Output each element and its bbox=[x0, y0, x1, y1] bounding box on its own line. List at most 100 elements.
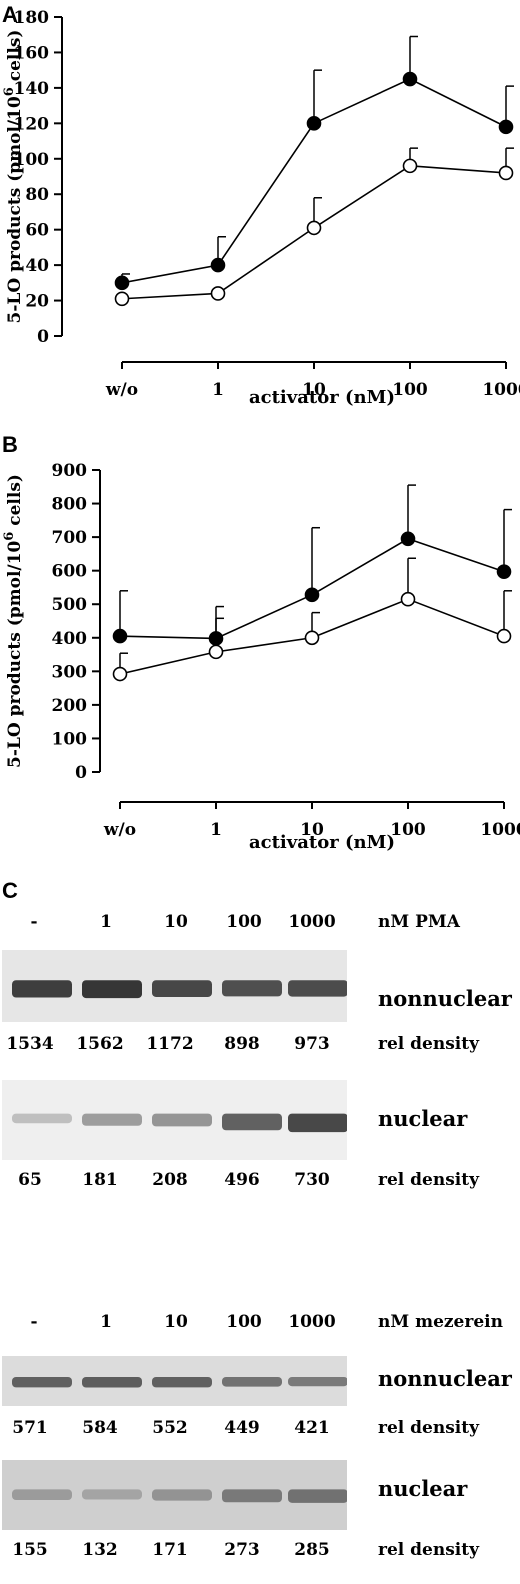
pma-nonnuclear-density-4: 973 bbox=[294, 1034, 330, 1054]
chart-a-x-label: activator (nM) bbox=[249, 387, 395, 408]
chart-a-x-tick-label-1: 1 bbox=[212, 380, 224, 400]
pma-nonnuclear-density-2: 1172 bbox=[146, 1034, 194, 1054]
panel-letter-c: C bbox=[2, 878, 18, 903]
mezerein-nonnuclear-density-3: 449 bbox=[224, 1418, 260, 1438]
chart-a-x-tick-label-4: 1000 bbox=[482, 380, 520, 400]
chart-a-series-filled-point-0 bbox=[114, 275, 130, 291]
mezerein-blot-0-band-1 bbox=[82, 1377, 142, 1388]
mezerein-blot-1-band-3 bbox=[222, 1489, 282, 1503]
pma-nuclear-blot bbox=[2, 1080, 347, 1160]
chart-a-series-filled-point-1 bbox=[210, 257, 226, 273]
mezerein-blot-0-band-3 bbox=[222, 1377, 282, 1387]
panel-letter-b: B bbox=[2, 432, 18, 457]
chart-a-y-tick-label-0: 0 bbox=[37, 327, 49, 347]
mezerein-nonnuclear-density-2: 552 bbox=[152, 1418, 188, 1438]
pma-blot-1-band-2 bbox=[152, 1113, 212, 1127]
pma-nuclear-density-3: 496 bbox=[224, 1170, 260, 1190]
chart-b-y-tick-label-0: 0 bbox=[75, 763, 87, 783]
pma-blot-1-band-3 bbox=[222, 1113, 282, 1131]
chart-a-series-open-point-3 bbox=[402, 158, 418, 174]
chart-a-y-tick-label-7: 140 bbox=[14, 79, 50, 99]
mezerein-blot-0-band-4 bbox=[288, 1377, 347, 1387]
chart-b-x-tick-label-2: 10 bbox=[300, 820, 324, 840]
mezerein-blot-0-band-0 bbox=[12, 1377, 72, 1388]
chart-b-series-open-point-0 bbox=[112, 666, 128, 682]
chart-b-x-label: activator (nM) bbox=[249, 832, 395, 853]
mezerein-nonnuclear-density-0: 571 bbox=[12, 1418, 48, 1438]
chart-b-series-filled-point-3 bbox=[400, 531, 416, 547]
mezerein-nuclear-density-0: 155 bbox=[12, 1540, 48, 1560]
chart-a-series-open-point-0 bbox=[114, 291, 130, 307]
chart-b-x-tick-label-3: 100 bbox=[390, 820, 426, 840]
mezerein-blot-section: - 1 10 100 1000 nM mezerein nonnuclear 5… bbox=[0, 1300, 520, 1584]
mezerein-nuclear-density-2: 171 bbox=[152, 1540, 188, 1560]
pma-blot-0-band-3 bbox=[222, 980, 282, 997]
chart-a-y-tick-label-2: 40 bbox=[25, 256, 49, 276]
chart-a-series-open-point-2 bbox=[306, 220, 322, 236]
mezerein-nuclear-density-4: 285 bbox=[294, 1540, 330, 1560]
chart-a-y-tick-label-9: 180 bbox=[14, 8, 50, 28]
chart-b-y-tick-label-6: 600 bbox=[52, 562, 88, 582]
pma-nuclear-density-label: rel density bbox=[378, 1170, 479, 1190]
pma-blot-0-band-2 bbox=[152, 980, 212, 997]
pma-blot-section: - 1 10 100 1000 nM PMA nonnuclear 1534 1… bbox=[0, 900, 520, 1260]
pma-nonnuclear-blot bbox=[2, 950, 347, 1022]
pma-blot-0-band-0 bbox=[12, 980, 72, 998]
mezerein-nonnuclear-density-1: 584 bbox=[82, 1418, 118, 1438]
chart-a-x-tick-label-3: 100 bbox=[392, 380, 428, 400]
pma-blot-1-band-1 bbox=[82, 1113, 142, 1126]
mezerein-nuclear-blot bbox=[2, 1460, 347, 1530]
chart-b-series-open-point-3 bbox=[400, 591, 416, 607]
chart-b-x-tick-label-0: w/o bbox=[103, 820, 136, 840]
mezerein-lane-1: 1 bbox=[100, 1312, 112, 1332]
chart-b-y-tick-label-4: 400 bbox=[52, 629, 88, 649]
mezerein-nuclear-density-3: 273 bbox=[224, 1540, 260, 1560]
chart-b-x-tick-label-1: 1 bbox=[210, 820, 222, 840]
mezerein-nonnuclear-density-4: 421 bbox=[294, 1418, 330, 1438]
mezerein-nonnuclear-blot bbox=[2, 1356, 347, 1406]
mezerein-nonnuclear-label: nonnuclear bbox=[378, 1366, 512, 1391]
chart-a-series-filled-point-2 bbox=[306, 116, 322, 131]
mezerein-lane-0: - bbox=[30, 1312, 38, 1332]
chart-b-y-tick-label-7: 700 bbox=[52, 528, 88, 548]
chart-a-y-tick-label-5: 100 bbox=[14, 150, 50, 170]
chart-a-series-filled-point-4 bbox=[498, 119, 514, 135]
chart-a-x-tick-label-2: 10 bbox=[302, 380, 326, 400]
mezerein-nonnuclear-density-label: rel density bbox=[378, 1418, 479, 1438]
chart-b-y-tick-label-5: 500 bbox=[52, 595, 88, 615]
chart-a-series-open-point-4 bbox=[498, 165, 514, 181]
chart-a-series-open-point-1 bbox=[210, 286, 226, 301]
mezerein-blot-1-band-2 bbox=[152, 1489, 212, 1501]
chart-b-series-open-point-1 bbox=[208, 644, 224, 660]
chart-b-x-tick-label-4: 1000 bbox=[480, 820, 520, 840]
mezerein-nuclear-density-1: 132 bbox=[82, 1540, 118, 1560]
chart-b-series-filled-point-4 bbox=[496, 564, 512, 579]
pma-unit-label: nM PMA bbox=[378, 912, 460, 932]
pma-blot-1-band-0 bbox=[12, 1113, 72, 1124]
mezerein-lane-2: 10 bbox=[164, 1312, 188, 1332]
mezerein-unit-label: nM mezerein bbox=[378, 1312, 503, 1332]
mezerein-blot-1-band-4 bbox=[288, 1489, 347, 1503]
pma-lane-2: 10 bbox=[164, 912, 188, 932]
mezerein-lane-4: 1000 bbox=[288, 1312, 336, 1332]
pma-blot-0-band-4 bbox=[288, 980, 347, 997]
chart-b-y-label: 5-LO products (pmol/106 cells) bbox=[2, 474, 25, 768]
chart-b: 0 100 200 300 400 500 600 700 800 900 w/o 1 10 100 100… bbox=[2, 461, 520, 853]
chart-b-series-filled-point-0 bbox=[112, 628, 128, 644]
chart-a-series-filled-point-3 bbox=[402, 71, 418, 87]
chart-a: 0 20 40 60 80 100 120 140 160 180 w/o 1 10 100 1000 act… bbox=[2, 8, 520, 408]
chart-a-y-tick-label-3: 60 bbox=[25, 221, 49, 241]
pma-nuclear-density-2: 208 bbox=[152, 1170, 188, 1190]
chart-b-y-tick-label-2: 200 bbox=[52, 696, 88, 716]
pma-nonnuclear-density-0: 1534 bbox=[6, 1034, 54, 1054]
chart-b-y-tick-label-9: 900 bbox=[52, 461, 88, 481]
pma-nuclear-density-0: 65 bbox=[18, 1170, 42, 1190]
pma-blot-1-band-4 bbox=[288, 1113, 347, 1133]
chart-b-y-tick-label-8: 800 bbox=[52, 495, 88, 515]
chart-b-y-tick-label-3: 300 bbox=[52, 662, 88, 682]
chart-b-series-filled-point-2 bbox=[304, 587, 320, 603]
mezerein-lane-3: 100 bbox=[226, 1312, 262, 1332]
panel-letter-a: A bbox=[2, 2, 18, 27]
pma-nonnuclear-density-label: rel density bbox=[378, 1034, 479, 1054]
pma-lane-3: 100 bbox=[226, 912, 262, 932]
